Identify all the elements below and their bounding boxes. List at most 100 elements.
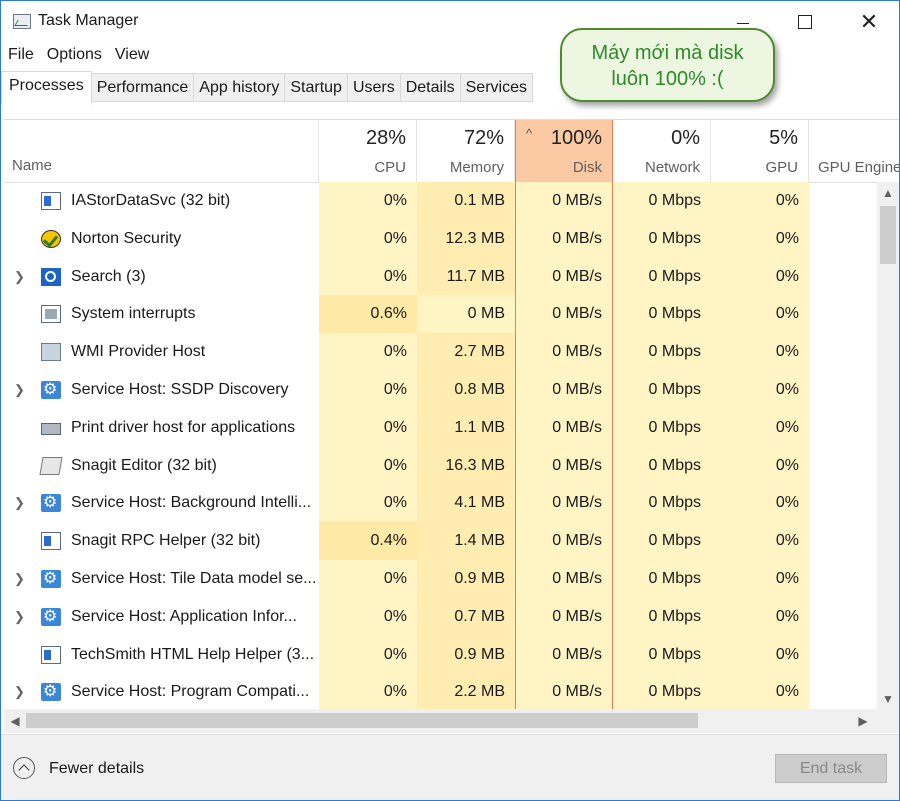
process-name: TechSmith HTML Help Helper (3...	[71, 645, 315, 663]
process-gpu: 0%	[711, 484, 809, 523]
maximize-icon	[798, 15, 812, 29]
process-name-cell: ❯ Service Host: Application Infor...	[4, 598, 319, 636]
expand-chevron-icon[interactable]: ❯	[14, 268, 25, 284]
tab-bar: Processes Performance App history Startu…	[1, 71, 533, 105]
process-network: 0 Mbps	[613, 295, 711, 334]
process-memory: 0.7 MB	[417, 597, 515, 636]
vertical-scroll-thumb[interactable]	[880, 206, 896, 264]
process-network: 0 Mbps	[613, 597, 711, 636]
process-name: Service Host: Application Infor...	[71, 607, 297, 625]
window-title: Task Manager	[38, 12, 139, 29]
process-network: 0 Mbps	[613, 635, 711, 674]
process-row[interactable]: System interrupts 0.6% 0 MB 0 MB/s 0 Mbps 0%	[4, 295, 877, 334]
tab-services[interactable]: Services	[460, 73, 533, 102]
expand-chevron-icon[interactable]: ❯	[14, 570, 25, 586]
column-header-disk[interactable]: ^ 100% Disk	[515, 120, 613, 182]
menu-file[interactable]: File	[8, 46, 34, 63]
process-disk: 0 MB/s	[515, 446, 613, 485]
process-cpu: 0%	[319, 370, 417, 409]
process-row[interactable]: ❯Service Host: Background Intelli...0%4.…	[4, 484, 877, 523]
process-row[interactable]: Print driver host for applications 0% 1.1 …	[4, 408, 877, 447]
tab-app-history[interactable]: App history	[194, 73, 286, 102]
process-name-cell: ❯ Search (3)	[4, 258, 319, 296]
process-network: 0 Mbps	[613, 257, 711, 296]
memory-label: Memory	[449, 159, 504, 176]
tab-processes[interactable]: Processes	[1, 71, 92, 105]
process-name-cell: ❯ Service Host: Program Compati...	[4, 673, 319, 710]
process-name: IAStorDataSvc (32 bit)	[71, 192, 231, 209]
horizontal-scrollbar[interactable]: ◀ ▶	[4, 709, 877, 733]
tab-users[interactable]: Users	[347, 73, 401, 102]
chevron-up-icon[interactable]	[13, 757, 35, 779]
task-manager-icon	[13, 14, 31, 29]
tab-details[interactable]: Details	[400, 73, 461, 102]
tab-performance[interactable]: Performance	[91, 73, 195, 102]
tab-startup[interactable]: Startup	[285, 73, 348, 102]
process-network: 0 Mbps	[613, 484, 711, 523]
maximize-button[interactable]	[775, 1, 835, 43]
fewer-details-link[interactable]: Fewer details	[49, 760, 145, 777]
process-row[interactable]: IAStorDataSvc (32 bit) 0% 0.1 MB 0 MB/s 0 Mb…	[4, 182, 877, 220]
process-gpu: 0%	[711, 559, 809, 598]
menu-view[interactable]: View	[114, 46, 150, 63]
minimize-button[interactable]	[713, 1, 773, 43]
process-row[interactable]: TechSmith HTML Help Helper (3... 0% 0.9 MB…	[4, 635, 877, 674]
process-cpu: 0%	[319, 257, 417, 296]
window-icon	[41, 532, 61, 551]
process-row[interactable]: ❯ Service Host: Application Infor... 0%0.7…	[4, 597, 877, 636]
column-header-gpu[interactable]: 5% GPU	[711, 120, 809, 182]
title-bar: Task Manager ✕	[1, 1, 899, 43]
scroll-up-icon[interactable]: ▲	[882, 186, 894, 200]
vertical-scrollbar[interactable]: ▲ ▼	[877, 182, 899, 710]
menu-bar: File Options View	[1, 43, 899, 69]
process-gpu: 0%	[711, 446, 809, 485]
process-row[interactable]: ❯ Search (3) 0% 11.7 MB 0 MB/s 0 Mbps 0%	[4, 257, 877, 296]
process-name-cell: Norton Security	[4, 220, 319, 258]
process-memory: 1.4 MB	[417, 522, 515, 560]
process-row[interactable]: ❯Service Host: Program Compati...0%2.2 M…	[4, 673, 877, 710]
process-cpu: 0%	[319, 597, 417, 636]
scroll-right-icon[interactable]: ▶	[858, 714, 868, 728]
expand-chevron-icon[interactable]: ❯	[14, 495, 25, 511]
process-gpu: 0%	[711, 635, 809, 674]
column-header-network[interactable]: 0% Network	[613, 120, 711, 182]
process-row[interactable]: Snagit RPC Helper (32 bit) 0.4% 1.4 MB 0 MB…	[4, 522, 877, 560]
process-name-cell: IAStorDataSvc (32 bit)	[4, 182, 319, 220]
close-button[interactable]: ✕	[839, 1, 899, 43]
process-row[interactable]: Snagit Editor (32 bit) 0% 16.3 MB 0 MB/s 0 M…	[4, 446, 877, 485]
process-cpu: 0%	[319, 182, 417, 220]
end-task-button[interactable]: End task	[775, 754, 887, 783]
gpu-label: GPU	[765, 159, 798, 176]
column-header-cpu[interactable]: 28% CPU	[319, 120, 417, 182]
expand-chevron-icon[interactable]: ❯	[14, 684, 25, 700]
process-name: WMI Provider Host	[71, 343, 206, 361]
horizontal-scroll-thumb[interactable]	[26, 713, 698, 728]
disk-total: 100%	[550, 127, 602, 149]
scroll-down-icon[interactable]: ▼	[882, 692, 894, 706]
expand-chevron-icon[interactable]: ❯	[14, 381, 25, 397]
process-memory: 2.2 MB	[417, 673, 515, 710]
process-name: Service Host: Background Intelli...	[71, 494, 312, 512]
process-cpu: 0%	[319, 446, 417, 485]
expand-chevron-icon[interactable]: ❯	[14, 608, 25, 624]
process-disk: 0 MB/s	[515, 559, 613, 598]
process-name-cell: TechSmith HTML Help Helper (3...	[4, 636, 319, 674]
process-row[interactable]: WMI Provider Host 0% 2.7 MB 0 MB/s 0 Mbps 0%	[4, 333, 877, 371]
process-row[interactable]: Norton Security 0% 12.3 MB 0 MB/s 0 Mbps 0%	[4, 219, 877, 258]
process-disk: 0 MB/s	[515, 295, 613, 334]
process-row[interactable]: ❯Service Host: Tile Data model se...0%0.…	[4, 559, 877, 598]
process-name: Norton Security	[71, 229, 182, 247]
process-disk: 0 MB/s	[515, 635, 613, 674]
gear-icon	[41, 606, 61, 626]
scroll-left-icon[interactable]: ◀	[10, 714, 20, 728]
column-header-name[interactable]: Name	[4, 120, 319, 182]
column-header-gpu-engine[interactable]: 0 GPU Engine	[809, 120, 899, 182]
process-memory: 11.7 MB	[417, 257, 515, 296]
gear-icon	[41, 492, 61, 513]
menu-options[interactable]: Options	[46, 46, 102, 63]
process-name: System interrupts	[71, 305, 196, 323]
process-cpu: 0%	[319, 559, 417, 598]
process-memory: 0.1 MB	[417, 182, 515, 220]
column-header-memory[interactable]: 72% Memory	[417, 120, 515, 182]
